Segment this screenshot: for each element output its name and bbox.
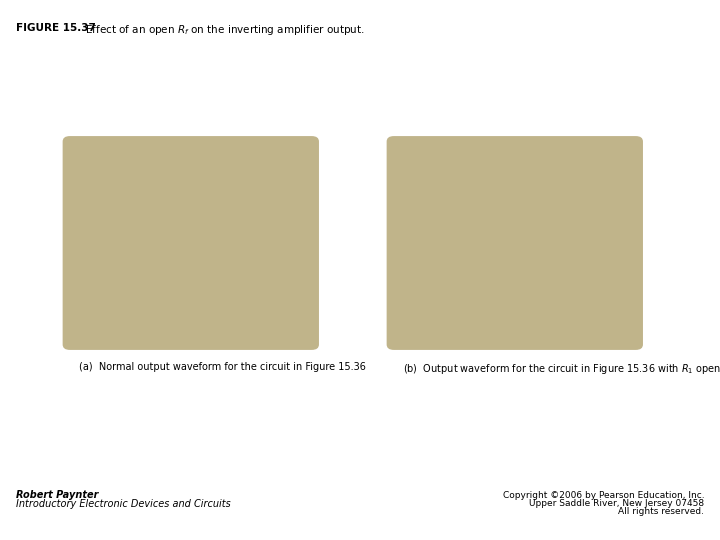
Text: Introductory Electronic Devices and Circuits: Introductory Electronic Devices and Circ… [16, 498, 230, 509]
Text: Robert Paynter: Robert Paynter [16, 489, 98, 500]
Text: Upper Saddle River, New Jersey 07458: Upper Saddle River, New Jersey 07458 [529, 498, 704, 508]
Text: Effect of an open $R_f$ on the inverting amplifier output.: Effect of an open $R_f$ on the inverting… [72, 23, 364, 37]
Text: FIGURE 15.37: FIGURE 15.37 [16, 23, 96, 33]
Text: (b)  Output waveform for the circuit in Figure 15.36 with $R_1$ open: (b) Output waveform for the circuit in F… [403, 362, 720, 376]
Text: Copyright ©2006 by Pearson Education, Inc.: Copyright ©2006 by Pearson Education, In… [503, 490, 704, 500]
Text: (a)  Normal output waveform for the circuit in Figure 15.36: (a) Normal output waveform for the circu… [79, 362, 366, 372]
Text: All rights reserved.: All rights reserved. [618, 507, 704, 516]
